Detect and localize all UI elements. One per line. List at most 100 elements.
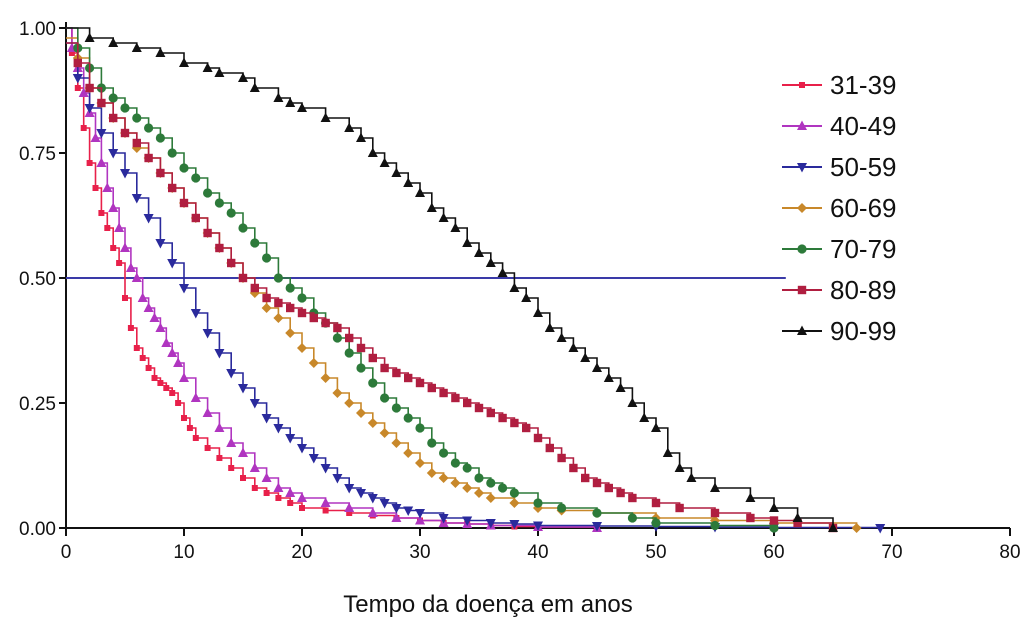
data-point: [98, 210, 105, 216]
data-point: [509, 520, 520, 530]
data-point: [828, 522, 838, 532]
data-point: [202, 407, 213, 417]
x-tick-label: 80: [999, 542, 1020, 563]
data-point: [215, 243, 224, 253]
data-point: [379, 157, 390, 167]
data-point: [249, 82, 260, 92]
data-point: [462, 463, 472, 473]
data-point: [227, 258, 236, 268]
data-point: [262, 253, 272, 263]
data-point: [793, 518, 802, 528]
data-point: [116, 260, 123, 266]
series-70-79: [66, 27, 779, 533]
data-point: [639, 412, 650, 422]
data-point: [462, 483, 473, 493]
data-point: [557, 503, 567, 513]
data-point: [297, 102, 307, 112]
data-point: [745, 492, 756, 502]
data-point: [346, 510, 353, 516]
data-point: [249, 462, 260, 472]
data-point: [438, 212, 449, 222]
data-point: [156, 168, 165, 178]
legend-label: 80-89: [830, 275, 897, 305]
data-point: [533, 521, 543, 531]
legend: 31-39 40-49 50-59 60-69 70-79 80-89 90-99: [782, 70, 897, 346]
data-point: [580, 352, 591, 362]
data-point: [202, 62, 213, 72]
data-point: [628, 493, 637, 503]
data-point: [238, 447, 248, 457]
data-point: [662, 447, 673, 457]
data-point: [485, 519, 496, 529]
data-point: [309, 313, 318, 323]
data-point: [674, 462, 685, 472]
data-point: [486, 478, 496, 488]
legend-item: 90-99: [782, 316, 897, 346]
data-point: [509, 498, 520, 508]
data-point: [179, 163, 189, 173]
data-point: [403, 448, 414, 458]
data-point: [144, 123, 154, 133]
data-point: [474, 247, 484, 257]
data-point: [104, 225, 111, 231]
legend-item: 80-89: [782, 275, 897, 305]
data-point: [214, 198, 224, 208]
data-point: [155, 239, 166, 249]
data-point: [344, 348, 354, 358]
legend-marker: [797, 120, 807, 130]
data-point: [297, 308, 307, 318]
data-point: [379, 428, 390, 438]
data-point: [80, 125, 87, 131]
y-tick-label: 0.00: [19, 519, 56, 540]
data-point: [238, 384, 248, 394]
data-point: [263, 490, 270, 496]
data-point: [226, 369, 237, 379]
data-point: [344, 398, 355, 408]
data-point: [127, 325, 134, 331]
data-point: [391, 438, 402, 448]
data-point: [415, 423, 425, 433]
data-point: [181, 415, 187, 421]
data-point: [238, 72, 248, 82]
x-tick-label: 10: [173, 542, 194, 563]
data-point: [273, 92, 284, 102]
data-point: [521, 292, 532, 302]
data-point: [214, 67, 225, 77]
data-point: [769, 516, 779, 525]
data-point: [167, 148, 177, 158]
data-point: [190, 309, 201, 319]
data-point: [710, 508, 720, 518]
data-point: [426, 468, 437, 478]
legend-marker: [797, 244, 807, 254]
data-point: [522, 423, 531, 433]
data-point: [179, 284, 189, 294]
data-point: [108, 149, 119, 159]
data-point: [186, 425, 193, 431]
data-point: [651, 422, 661, 432]
data-point: [114, 222, 125, 232]
x-tick-label: 70: [881, 542, 902, 563]
data-point: [485, 257, 496, 267]
data-point: [356, 343, 366, 353]
data-point: [297, 444, 307, 454]
data-point: [287, 500, 294, 506]
data-point: [308, 454, 319, 464]
data-point: [356, 489, 366, 499]
legend-label: 70-79: [830, 234, 897, 264]
data-point: [651, 498, 661, 508]
data-point: [74, 85, 81, 91]
data-point: [249, 399, 260, 409]
data-point: [474, 488, 484, 498]
data-point: [137, 292, 148, 302]
data-point: [320, 497, 331, 507]
data-point: [286, 303, 295, 313]
series-90-99: [66, 27, 838, 532]
x-axis-title: Tempo da doença em anos: [343, 591, 633, 618]
data-point: [273, 424, 284, 434]
data-point: [125, 262, 136, 272]
data-point: [139, 355, 146, 361]
data-point: [498, 483, 508, 493]
legend-marker: [797, 203, 807, 213]
